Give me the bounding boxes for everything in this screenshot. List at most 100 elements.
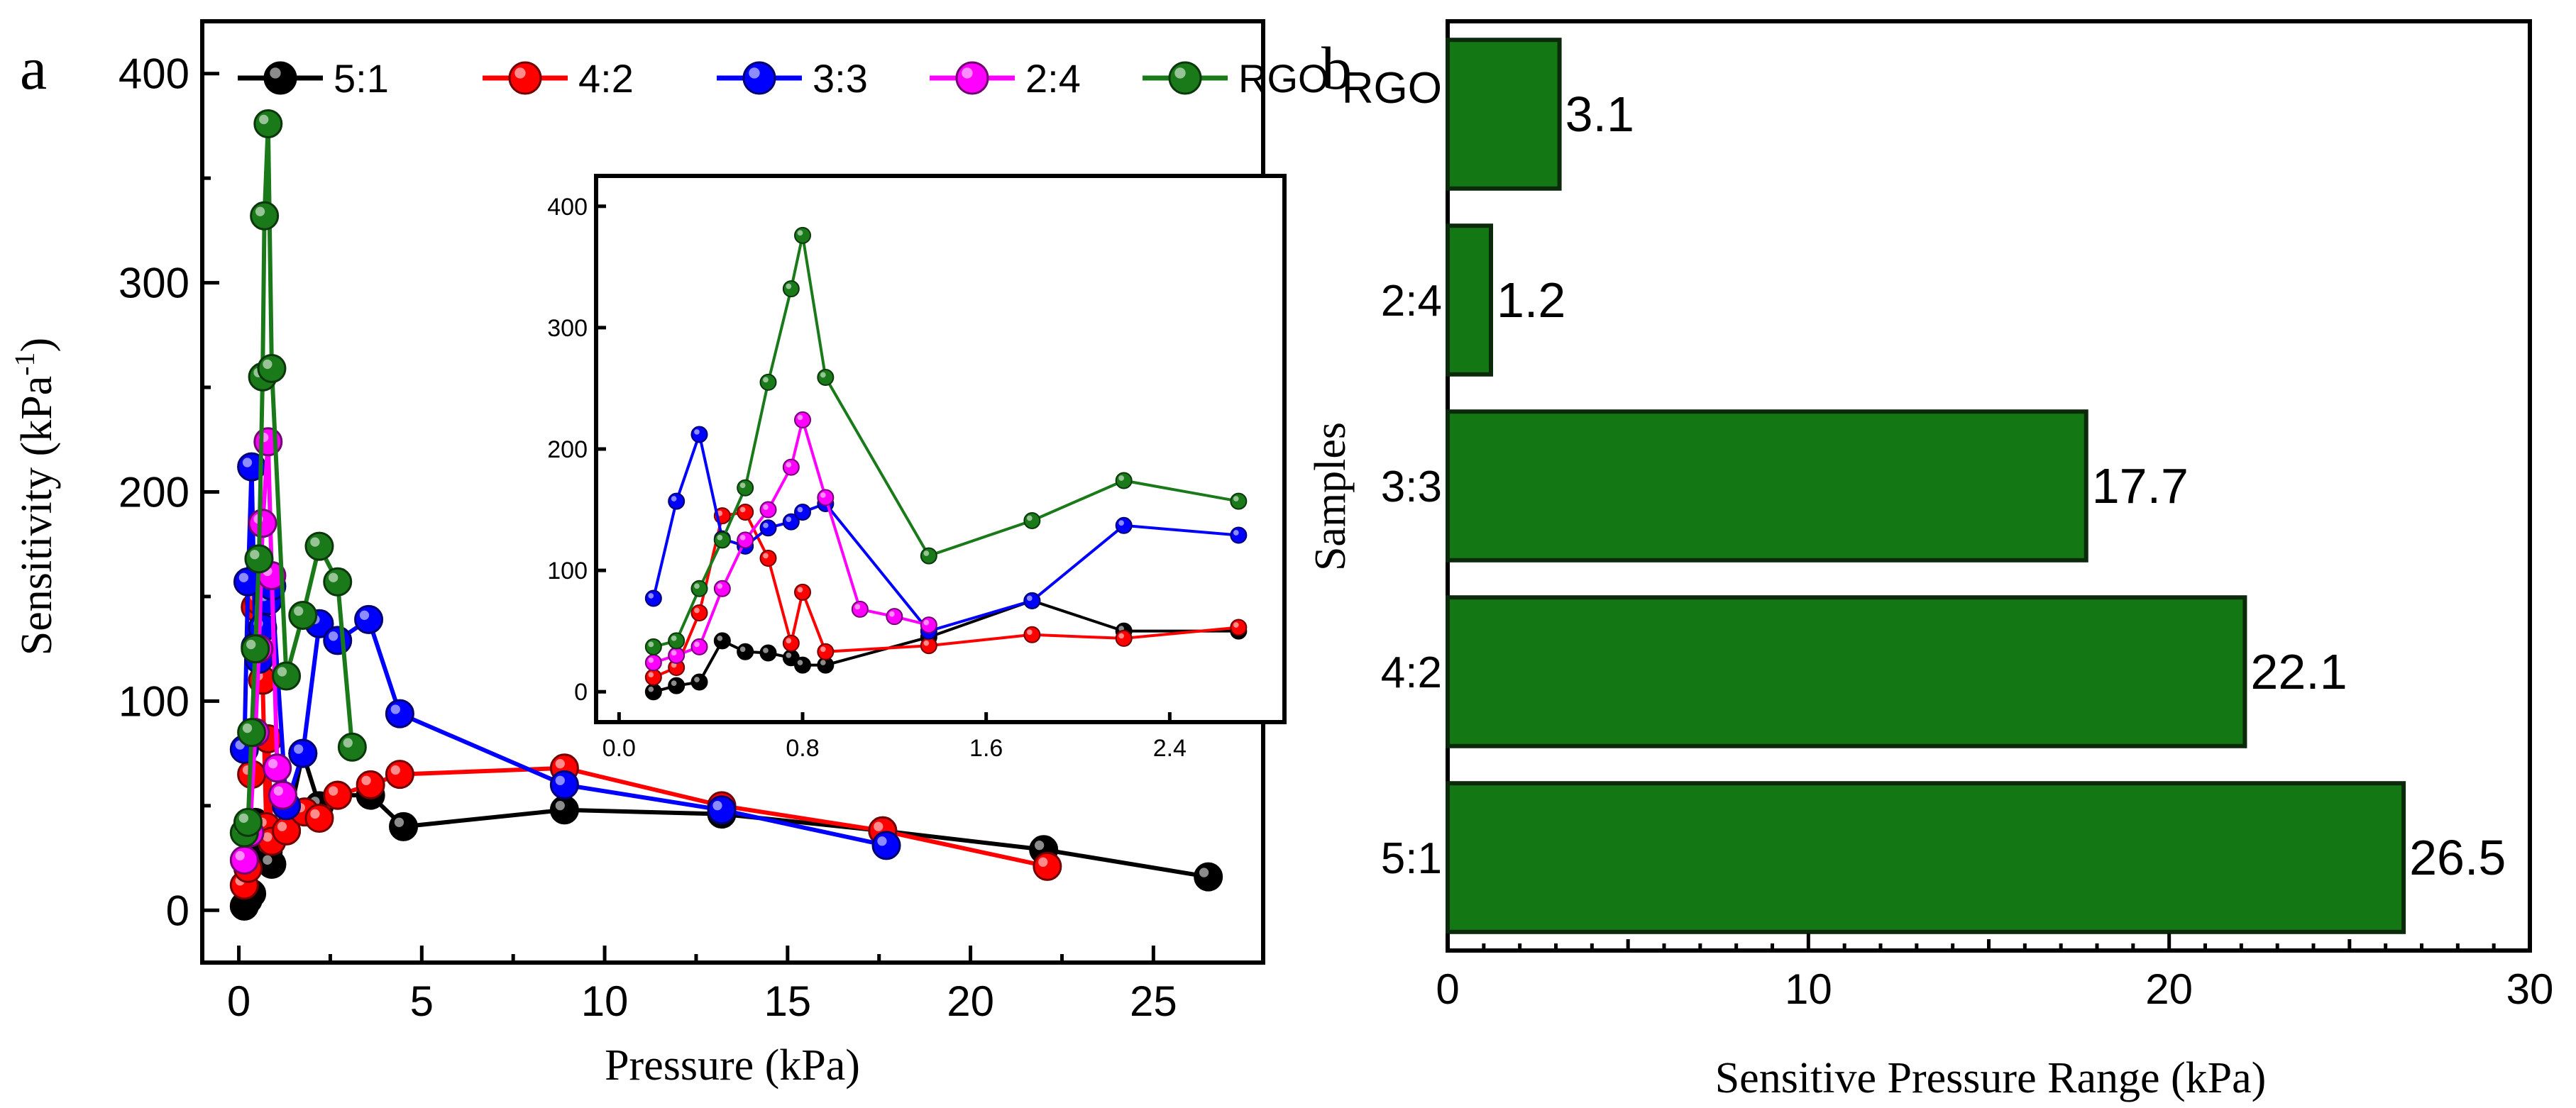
- inset-point-3-3: [1230, 526, 1248, 544]
- inset-point-2-4: [644, 654, 662, 672]
- category-label: 2:4: [1381, 277, 1442, 326]
- series-5-1: [229, 738, 1223, 921]
- bar-value-label: 26.5: [2409, 830, 2506, 885]
- inset-point-5-1: [759, 644, 777, 662]
- point-2-4: [263, 753, 292, 783]
- inset-point-rgo: [737, 479, 754, 497]
- point-rgo: [244, 544, 274, 574]
- point-rgo: [288, 600, 318, 630]
- point-rgo: [241, 634, 270, 664]
- inset-xtick-label: 0.8: [786, 735, 819, 762]
- inset-point-rgo: [713, 531, 731, 549]
- inset-point-2-4: [713, 580, 731, 597]
- inset-point-rgo: [1115, 472, 1133, 489]
- inset-point-4-2: [1115, 629, 1133, 647]
- inset-point-4-2: [644, 668, 662, 686]
- legend-item-2-4: 2:4: [930, 56, 1081, 101]
- inset-point-2-4: [737, 531, 754, 549]
- b-xtick-label: 30: [2506, 965, 2554, 1013]
- bar-value-label: 3.1: [1565, 87, 1634, 142]
- legend-label: 3:3: [813, 56, 868, 101]
- point-5-1: [549, 795, 579, 825]
- a-ytick-label: 400: [119, 50, 189, 98]
- inset-point-3-3: [759, 519, 777, 537]
- panel-b-xlabel: Sensitive Pressure Range (kPa): [1715, 1054, 2267, 1102]
- point-2-4: [229, 846, 259, 875]
- panel-a-ylabel-main: Sensitivity (kPa: [13, 376, 61, 655]
- inset-point-rgo: [920, 547, 937, 565]
- inset-point-4-2: [690, 604, 708, 621]
- point-4-2: [385, 760, 414, 790]
- point-3-3: [549, 770, 579, 799]
- panel-a-xlabel: Pressure (kPa): [605, 1041, 860, 1090]
- inset-point-5-1: [644, 683, 662, 701]
- inset-ytick-label: 400: [547, 194, 588, 221]
- inset-point-rgo: [794, 226, 811, 244]
- legend-item-4-2: 4:2: [483, 56, 634, 101]
- legend-label: RGO: [1238, 56, 1329, 101]
- inset-point-4-2: [817, 643, 835, 660]
- inset-series-rgo: [644, 226, 1248, 655]
- inset-point-5-1: [737, 643, 754, 660]
- legend-marker: [263, 61, 297, 95]
- bar-group-4-2: 22.1 4:2: [1381, 595, 2347, 748]
- inset-point-4-2: [1230, 619, 1248, 636]
- series-rgo: [229, 109, 367, 848]
- inset-ytick-label: 0: [574, 679, 588, 706]
- category-label: RGO: [1342, 64, 1442, 113]
- legend-item-rgo: RGO: [1143, 56, 1329, 101]
- a-xtick-label: 20: [947, 977, 994, 1025]
- inset-xtick-label: 1.6: [969, 735, 1003, 762]
- panel-a-ylabel-sup: -1: [9, 352, 40, 375]
- inset-point-4-2: [737, 503, 754, 521]
- inset-point-rgo: [668, 632, 686, 650]
- point-rgo: [250, 201, 280, 231]
- legend-marker: [508, 61, 542, 95]
- point-2-4: [268, 780, 297, 810]
- inset-point-rgo: [644, 638, 662, 655]
- inset-point-4-2: [920, 637, 937, 655]
- legend-marker: [1168, 61, 1202, 95]
- inset-point-5-1: [794, 656, 811, 674]
- panel-a-inset: 0.0 0.8 1.6 2.4 0 100 200 300 400: [547, 174, 1287, 762]
- a-xtick-label: 25: [1130, 977, 1177, 1025]
- inset-point-5-1: [690, 673, 708, 691]
- inset-point-rgo: [782, 280, 800, 298]
- bar-5-1: [1446, 781, 2406, 934]
- panel-b-bars: 3.1 RGO 1.2 2:4 17.7 3:3 22.1 4:2 26.5 5:1: [1342, 38, 2506, 934]
- inset-point-rgo: [1023, 511, 1041, 529]
- inset-point-rgo: [690, 580, 708, 597]
- inset-point-4-2: [759, 550, 777, 567]
- bar-value-label: 17.7: [2092, 458, 2189, 514]
- point-rgo: [304, 531, 334, 561]
- inset-point-4-2: [1023, 626, 1041, 643]
- a-ytick-label: 300: [119, 260, 189, 307]
- panel-b-ylabel: Samples: [1306, 422, 1355, 571]
- inset-xtick-label: 2.4: [1153, 735, 1187, 762]
- bar-group-3-3: 17.7 3:3: [1381, 409, 2189, 563]
- legend-marker: [955, 61, 989, 95]
- inset-point-2-4: [794, 411, 811, 428]
- inset-point-3-3: [690, 426, 708, 443]
- inset-point-2-4: [851, 600, 869, 618]
- a-xtick-label: 10: [581, 977, 629, 1025]
- point-rgo: [323, 567, 353, 597]
- bar-3-3: [1446, 409, 2088, 563]
- inset-point-3-3: [1115, 516, 1133, 534]
- legend-item-3-3: 3:3: [717, 56, 868, 101]
- inset-ytick-label: 200: [547, 436, 588, 463]
- bar-value-label: 22.1: [2250, 644, 2347, 699]
- point-5-1: [389, 811, 419, 841]
- a-ytick-label: 100: [119, 677, 189, 725]
- category-label: 5:1: [1381, 834, 1442, 883]
- inset-series: [644, 226, 1248, 701]
- a-xtick-label: 0: [227, 977, 251, 1025]
- point-4-2: [1033, 851, 1062, 881]
- inset-point-2-4: [920, 616, 937, 634]
- panel-b-label: b: [1321, 34, 1352, 102]
- bar-group-rgo: 3.1 RGO: [1342, 38, 1634, 191]
- point-rgo: [272, 661, 302, 691]
- panel-b-ticks: 0 10 20 30: [1436, 934, 2553, 1013]
- a-xtick-label: 5: [410, 977, 434, 1025]
